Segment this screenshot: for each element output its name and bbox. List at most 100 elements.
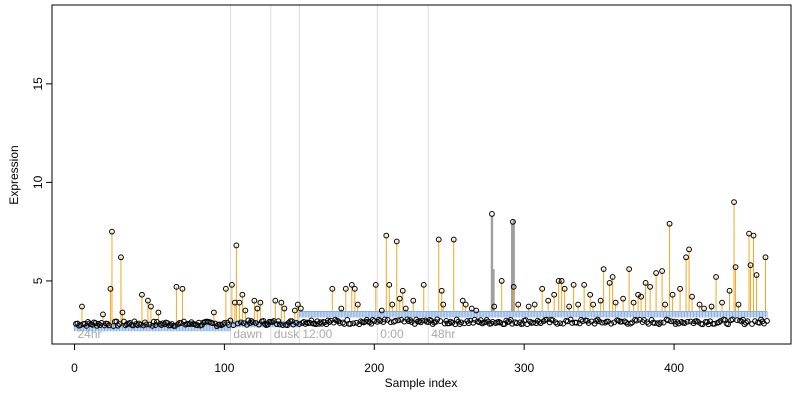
highlight-point (236, 299, 243, 306)
highlight-point (762, 254, 769, 261)
highlight-point (291, 307, 298, 314)
data-point (758, 316, 764, 323)
x-tick-label: 100 (214, 361, 234, 375)
peak-point (489, 211, 495, 217)
highlight-point (440, 301, 447, 308)
highlight-point (257, 299, 264, 306)
control-bars (490, 215, 515, 312)
condition-label: 24hr (77, 327, 101, 341)
highlight-point (294, 301, 301, 308)
data-point (404, 316, 411, 323)
highlight-point (561, 285, 568, 292)
data-point (221, 319, 228, 326)
highlight-point (173, 283, 180, 290)
data-point (308, 317, 315, 324)
highlight-point (473, 307, 480, 314)
y-axis-title: Expression (7, 145, 21, 204)
data-point (252, 320, 259, 326)
data-point (744, 318, 751, 325)
data-point (668, 318, 674, 325)
data-point (275, 318, 282, 325)
highlight-point (179, 285, 186, 292)
highlight-point (726, 287, 733, 294)
highlight-point (462, 301, 469, 308)
data-point (608, 320, 615, 327)
condition-labels: 24hr dawn dusk 12:00 0:00 48hr (77, 327, 455, 341)
highlight-point (329, 285, 336, 292)
highlight-point (145, 297, 151, 304)
data-point (293, 319, 300, 326)
data-point (416, 318, 423, 324)
peak-point (510, 218, 516, 225)
highlight-point (222, 285, 229, 292)
highlight-point (498, 278, 505, 284)
highlight-point (689, 293, 695, 300)
data-point (408, 319, 415, 326)
data-point (234, 320, 241, 327)
data-point (434, 316, 441, 323)
data-point (347, 321, 354, 327)
highlight-point (372, 281, 379, 288)
data-point (95, 320, 102, 327)
data-point (437, 318, 444, 324)
x-axis: 0 100 200 300 400 (71, 343, 684, 375)
highlight-point (555, 278, 562, 284)
data-point (615, 317, 622, 324)
highlight-point (659, 268, 665, 274)
highlight-point (669, 291, 676, 298)
data-point (594, 316, 601, 323)
highlight-point (338, 305, 345, 312)
x-tick-label: 200 (364, 361, 384, 375)
highlight-point (435, 236, 442, 243)
data-point (681, 320, 688, 326)
data-point (273, 321, 280, 328)
data-point (296, 321, 303, 327)
data-point (255, 321, 262, 328)
highlight-point (402, 305, 409, 312)
data-point (741, 321, 748, 328)
highlight-point (719, 299, 725, 306)
data-point (375, 316, 382, 323)
highlight-point (750, 232, 757, 239)
y-tick-label: 15 (31, 77, 45, 91)
highlight-point (396, 295, 403, 302)
highlight-point (642, 280, 649, 286)
data-point (115, 322, 121, 329)
highlight-point (342, 285, 349, 292)
y-tick-label: 5 (31, 277, 45, 284)
highlight-point (666, 220, 673, 227)
data-point (122, 322, 129, 329)
y-tick-label: 10 (31, 175, 45, 189)
highlight-point (109, 228, 115, 235)
highlight-point (581, 281, 588, 288)
data-point (596, 318, 603, 325)
data-point (458, 319, 465, 326)
highlight-point (383, 232, 390, 239)
data-point (554, 320, 561, 327)
highlight-point (570, 281, 577, 288)
highlight-point (272, 297, 279, 304)
highlight-point (620, 295, 627, 302)
data-point (573, 319, 580, 326)
highlight-point (393, 238, 400, 245)
highlight-point (119, 309, 126, 316)
highlight-point (79, 303, 85, 310)
highlight-point (228, 281, 235, 288)
highlight-point (139, 291, 145, 298)
data-point (749, 321, 755, 327)
condition-dividers (229, 5, 429, 344)
highlight-point (662, 301, 668, 308)
highlight-point (210, 309, 217, 316)
highlight-point (732, 264, 739, 271)
data-point (446, 320, 453, 327)
highlight-point (531, 301, 538, 308)
data-point (324, 317, 331, 324)
x-tick-label: 300 (514, 361, 534, 375)
highlight-point (551, 291, 558, 298)
highlight-point (701, 305, 707, 312)
highlight-point (399, 287, 406, 294)
data-point (290, 321, 297, 328)
highlight-point (148, 303, 154, 310)
